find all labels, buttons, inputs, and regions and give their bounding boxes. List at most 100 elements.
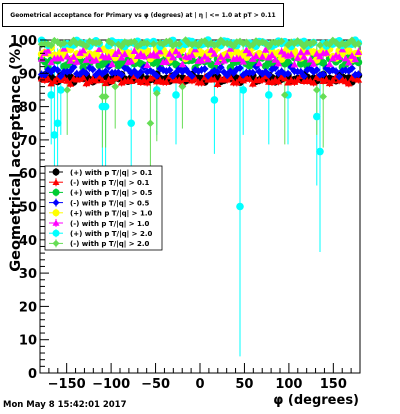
- data-point: [249, 41, 257, 49]
- data-point: [345, 79, 353, 87]
- data-point: [191, 39, 199, 48]
- data-point: [258, 38, 267, 46]
- legend-marker: [52, 199, 60, 207]
- data-point: [226, 44, 235, 52]
- data-point: [82, 69, 91, 78]
- y-tick-label: 70: [19, 134, 37, 149]
- data-point: [175, 76, 183, 84]
- data-point: [44, 74, 52, 82]
- data-point: [50, 77, 59, 85]
- data-point: [140, 52, 148, 60]
- data-point: [185, 53, 193, 61]
- legend-marker: [52, 229, 60, 237]
- legend-label: (-) with p T/|q| > 2.0: [70, 240, 150, 249]
- data-point: [345, 38, 353, 47]
- data-point: [309, 38, 318, 47]
- x-tick-label: 100: [275, 377, 302, 392]
- data-point: [127, 69, 135, 77]
- legend-marker: [52, 239, 60, 247]
- data-point: [313, 66, 321, 74]
- y-tick-label: 40: [19, 234, 37, 249]
- data-point: [172, 47, 180, 55]
- data-point: [92, 56, 100, 64]
- legend-marker: [52, 188, 60, 196]
- data-point: [223, 51, 231, 59]
- data-point: [178, 67, 187, 76]
- data-point: [348, 36, 356, 45]
- data-point: [47, 91, 55, 99]
- data-point: [175, 40, 183, 48]
- data-point: [53, 66, 62, 74]
- data-point: [236, 202, 244, 211]
- data-point: [108, 39, 116, 48]
- data-point: [213, 58, 222, 66]
- data-point: [226, 73, 235, 81]
- data-point: [210, 41, 219, 49]
- data-point: [284, 41, 292, 49]
- data-point: [82, 79, 91, 87]
- data-point: [309, 59, 318, 67]
- data-point: [41, 48, 49, 56]
- data-point: [172, 91, 180, 99]
- data-point: [335, 53, 343, 60]
- data-point: [44, 46, 52, 54]
- data-point: [322, 64, 331, 73]
- legend: (+) with p T/|q| > 0.1(-) with p T/|q| >…: [44, 165, 163, 251]
- data-point: [57, 54, 65, 62]
- data-point: [217, 36, 225, 45]
- data-point: [95, 38, 103, 47]
- data-point: [117, 70, 126, 79]
- data-point: [268, 51, 276, 58]
- data-point: [297, 39, 305, 47]
- data-point: [143, 39, 151, 48]
- data-point: [274, 69, 283, 78]
- data-point: [351, 40, 359, 49]
- data-point: [290, 78, 299, 85]
- data-point: [165, 37, 174, 45]
- data-point: [233, 65, 241, 74]
- data-point: [207, 69, 215, 77]
- data-point: [143, 78, 151, 86]
- x-tick-label: −50: [141, 377, 170, 392]
- data-point: [316, 147, 324, 156]
- data-point: [207, 46, 215, 53]
- data-point: [85, 77, 94, 85]
- chart-title: Geometrical acceptance for Primary vs φ …: [10, 12, 276, 19]
- data-point: [156, 47, 164, 55]
- data-point: [274, 77, 283, 85]
- data-point: [137, 78, 145, 85]
- data-point: [146, 119, 155, 128]
- data-point: [210, 75, 219, 83]
- data-point: [101, 79, 110, 87]
- data-point: [194, 41, 203, 50]
- data-point: [207, 39, 215, 48]
- data-point: [313, 112, 321, 121]
- data-point: [85, 52, 94, 60]
- data-point: [159, 66, 167, 74]
- legend-label: (-) with p T/|q| > 1.0: [70, 220, 150, 229]
- data-point: [53, 119, 62, 128]
- legend-label: (+) with p T/|q| > 2.0: [70, 230, 153, 239]
- y-tick-label: 60: [19, 167, 37, 182]
- data-point: [300, 72, 308, 80]
- data-point: [213, 80, 222, 87]
- data-point: [306, 39, 315, 48]
- data-point: [121, 50, 129, 58]
- data-point: [213, 40, 222, 49]
- data-point: [127, 77, 135, 85]
- data-point: [223, 71, 231, 80]
- x-tick-label: 0: [195, 377, 204, 392]
- data-point: [261, 45, 270, 53]
- data-point: [114, 47, 123, 55]
- data-point: [351, 55, 359, 63]
- data-point: [95, 45, 103, 53]
- data-point: [236, 64, 244, 72]
- legend-marker: [52, 219, 60, 226]
- data-point: [306, 64, 315, 73]
- y-tick-label: 50: [19, 201, 37, 216]
- data-point: [290, 67, 299, 75]
- y-tick-label: 0: [28, 367, 37, 382]
- data-point: [281, 70, 289, 79]
- data-point: [178, 82, 187, 91]
- data-point: [226, 67, 235, 75]
